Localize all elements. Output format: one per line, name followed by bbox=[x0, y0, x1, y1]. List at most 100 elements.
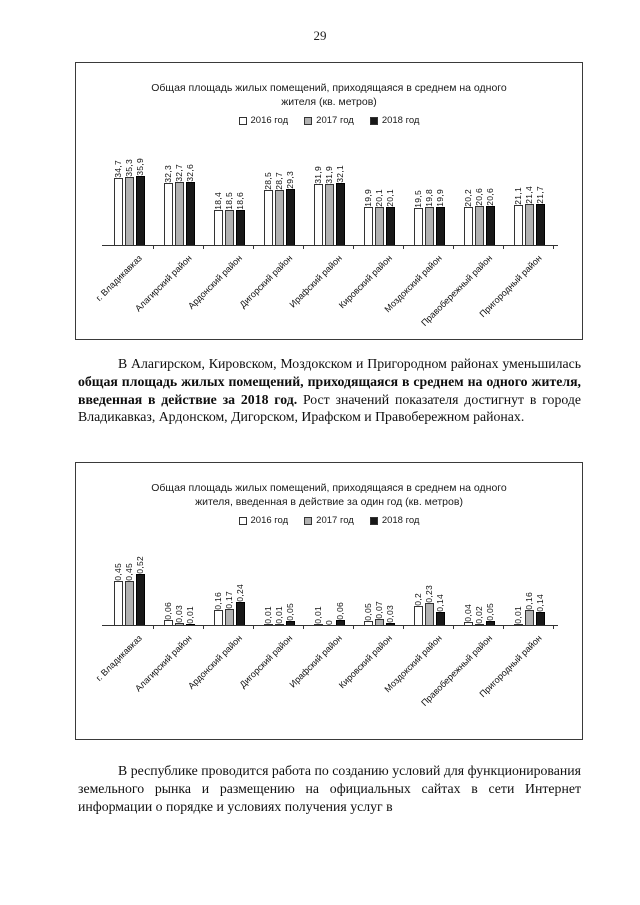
bar-value-label: 32,1 bbox=[335, 164, 345, 183]
bar-value-label: 0,01 bbox=[313, 605, 323, 624]
bar-2016-год bbox=[213, 610, 223, 627]
bar-2018-год bbox=[235, 602, 245, 627]
x-axis-line bbox=[102, 625, 558, 627]
bar-value-label: 29,3 bbox=[285, 170, 295, 189]
analysis-text-bold: общая площадь жилых помещений, приходяща… bbox=[78, 373, 581, 407]
bar-value-label: 0,17 bbox=[224, 590, 234, 609]
bar-value-label: 18,4 bbox=[213, 191, 223, 210]
bar-2016-год bbox=[113, 581, 123, 627]
analysis-text-end: Рост значений показателя достигнут в гор… bbox=[78, 391, 581, 425]
bar-2018-год bbox=[535, 612, 545, 627]
category-axis-label: Ардонский район bbox=[186, 626, 254, 720]
bar-value-label: 32,7 bbox=[174, 163, 184, 182]
bar-group: 34,7 35,3 35,9 г. Владикавказ bbox=[94, 134, 154, 339]
chart-per-resident: Общая площадь жилых помещений, приходяща… bbox=[75, 62, 583, 340]
bar-2018-год bbox=[435, 612, 445, 627]
bar-2018-год bbox=[135, 574, 145, 627]
bar-cell: 31,9 bbox=[313, 166, 323, 247]
bar-value-label: 0,05 bbox=[363, 602, 373, 621]
bar-group: 0,01 0,01 0,05 Дигорский район bbox=[237, 534, 304, 720]
bar-cell: 29,3 bbox=[285, 171, 295, 247]
category-axis-label: Правобережный район bbox=[419, 246, 504, 339]
bar-value-label: 18,5 bbox=[224, 191, 234, 210]
category-axis-label: Ирафский район bbox=[288, 626, 354, 720]
category-axis-label: Дигорский район bbox=[237, 626, 304, 720]
bar-value-label: 20,6 bbox=[485, 187, 495, 206]
legend-item: 2016 год bbox=[238, 115, 288, 126]
bar-cluster: 0,04 0,02 0,05 bbox=[463, 534, 495, 627]
chart-commissioned-per-year: Общая площадь жилых помещений, приходяща… bbox=[75, 462, 583, 740]
bar-2016-год bbox=[263, 190, 273, 247]
bar-cell: 0,52 bbox=[135, 556, 145, 627]
bar-value-label: 0,45 bbox=[124, 562, 134, 581]
bar-value-label: 0,01 bbox=[263, 605, 273, 624]
legend-swatch-icon bbox=[369, 116, 378, 125]
legend-item: 2017 год bbox=[304, 115, 354, 126]
bar-value-label: 0,02 bbox=[474, 605, 484, 624]
bar-cell: 0,05 bbox=[485, 603, 495, 627]
bar-2018-год bbox=[185, 182, 195, 247]
bar-cell: 32,7 bbox=[174, 164, 184, 247]
bar-cell: 28,5 bbox=[263, 172, 273, 247]
bar-value-label: 21,4 bbox=[524, 185, 534, 204]
bar-value-label: 0,24 bbox=[235, 583, 245, 602]
legend-item: 2016 год bbox=[238, 515, 289, 527]
closing-text: В республике проводится работа по создан… bbox=[78, 763, 581, 814]
bar-value-label: 32,3 bbox=[163, 164, 173, 183]
bar-value-label: 0,05 bbox=[485, 602, 495, 621]
bar-value-label: 20,6 bbox=[474, 187, 484, 206]
bar-cell: 0,14 bbox=[535, 594, 545, 627]
bar-cluster: 19,9 20,1 20,1 bbox=[363, 134, 395, 247]
bar-cluster: 0,05 0,07 0,03 bbox=[363, 534, 395, 627]
legend-label: 2017 год bbox=[316, 115, 354, 127]
bar-value-label: 0,01 bbox=[513, 605, 523, 624]
category-axis-label: Моздокский район bbox=[383, 626, 454, 720]
bar-cluster: 31,9 31,9 32,1 bbox=[313, 134, 345, 247]
legend-label: 2018 год bbox=[381, 115, 420, 127]
bar-value-label: 35,9 bbox=[135, 157, 145, 176]
category-axis-label: Правобережный район bbox=[419, 626, 504, 720]
bar-2017-год bbox=[224, 609, 234, 627]
bar-cell: 21,7 bbox=[535, 186, 545, 247]
bar-cluster: 34,7 35,3 35,9 bbox=[113, 134, 145, 247]
bar-cell: 0,16 bbox=[524, 592, 534, 627]
bar-cell: 20,6 bbox=[485, 188, 495, 247]
bar-group: 0,06 0,03 0,01 Алагирский район bbox=[134, 534, 204, 720]
bar-2018-год bbox=[235, 210, 245, 247]
bar-group: 0,16 0,17 0,24 Ардонский район bbox=[186, 534, 254, 720]
bar-group: 19,5 19,8 19,9 Моздокский район bbox=[383, 134, 454, 339]
category-axis-label: г. Владикавказ bbox=[94, 626, 154, 720]
category-axis-label: Кировский район bbox=[337, 246, 404, 339]
bar-value-label: 35,3 bbox=[124, 158, 134, 177]
bar-2017-год bbox=[124, 581, 134, 627]
bar-value-label: 0,07 bbox=[374, 600, 384, 619]
bar-value-label: 28,7 bbox=[274, 171, 284, 190]
bar-cell: 0,01 bbox=[513, 606, 523, 627]
bar-cell: 19,9 bbox=[435, 189, 445, 247]
bar-2016-год bbox=[163, 183, 173, 247]
bar-cluster: 21,1 21,4 21,7 bbox=[513, 134, 545, 247]
category-axis-label: г. Владикавказ bbox=[94, 246, 154, 339]
bar-value-label: 32,6 bbox=[185, 163, 195, 182]
chart-title: Общая площадь жилых помещений, приходяща… bbox=[151, 82, 507, 109]
bar-cluster: 0,01 0,01 0,05 bbox=[263, 534, 295, 627]
bar-cell: 0,01 bbox=[185, 606, 195, 627]
bar-2016-год bbox=[463, 207, 473, 247]
bar-2018-год bbox=[535, 204, 545, 247]
legend-label: 2016 год bbox=[250, 515, 289, 527]
bar-cell: 18,4 bbox=[213, 192, 223, 247]
bar-group: 20,2 20,6 20,6 Правобережный район bbox=[419, 134, 504, 339]
bar-2018-год bbox=[285, 189, 295, 247]
bar-2016-год bbox=[513, 205, 523, 247]
bar-cell: 32,1 bbox=[335, 165, 345, 247]
bar-cluster: 28,5 28,7 29,3 bbox=[263, 134, 295, 247]
bar-cell: 18,6 bbox=[235, 192, 245, 247]
bar-value-label: 0,03 bbox=[174, 604, 184, 623]
bar-2016-год bbox=[213, 210, 223, 247]
bar-cell: 0,02 bbox=[474, 606, 484, 627]
bar-cell: 20,6 bbox=[474, 188, 484, 247]
bar-group: 32,3 32,7 32,6 Алагирский район bbox=[134, 134, 204, 339]
bar-value-label: 31,9 bbox=[313, 165, 323, 184]
bar-cell: 0,2 bbox=[413, 593, 423, 627]
bar-value-label: 0,03 bbox=[385, 604, 395, 623]
